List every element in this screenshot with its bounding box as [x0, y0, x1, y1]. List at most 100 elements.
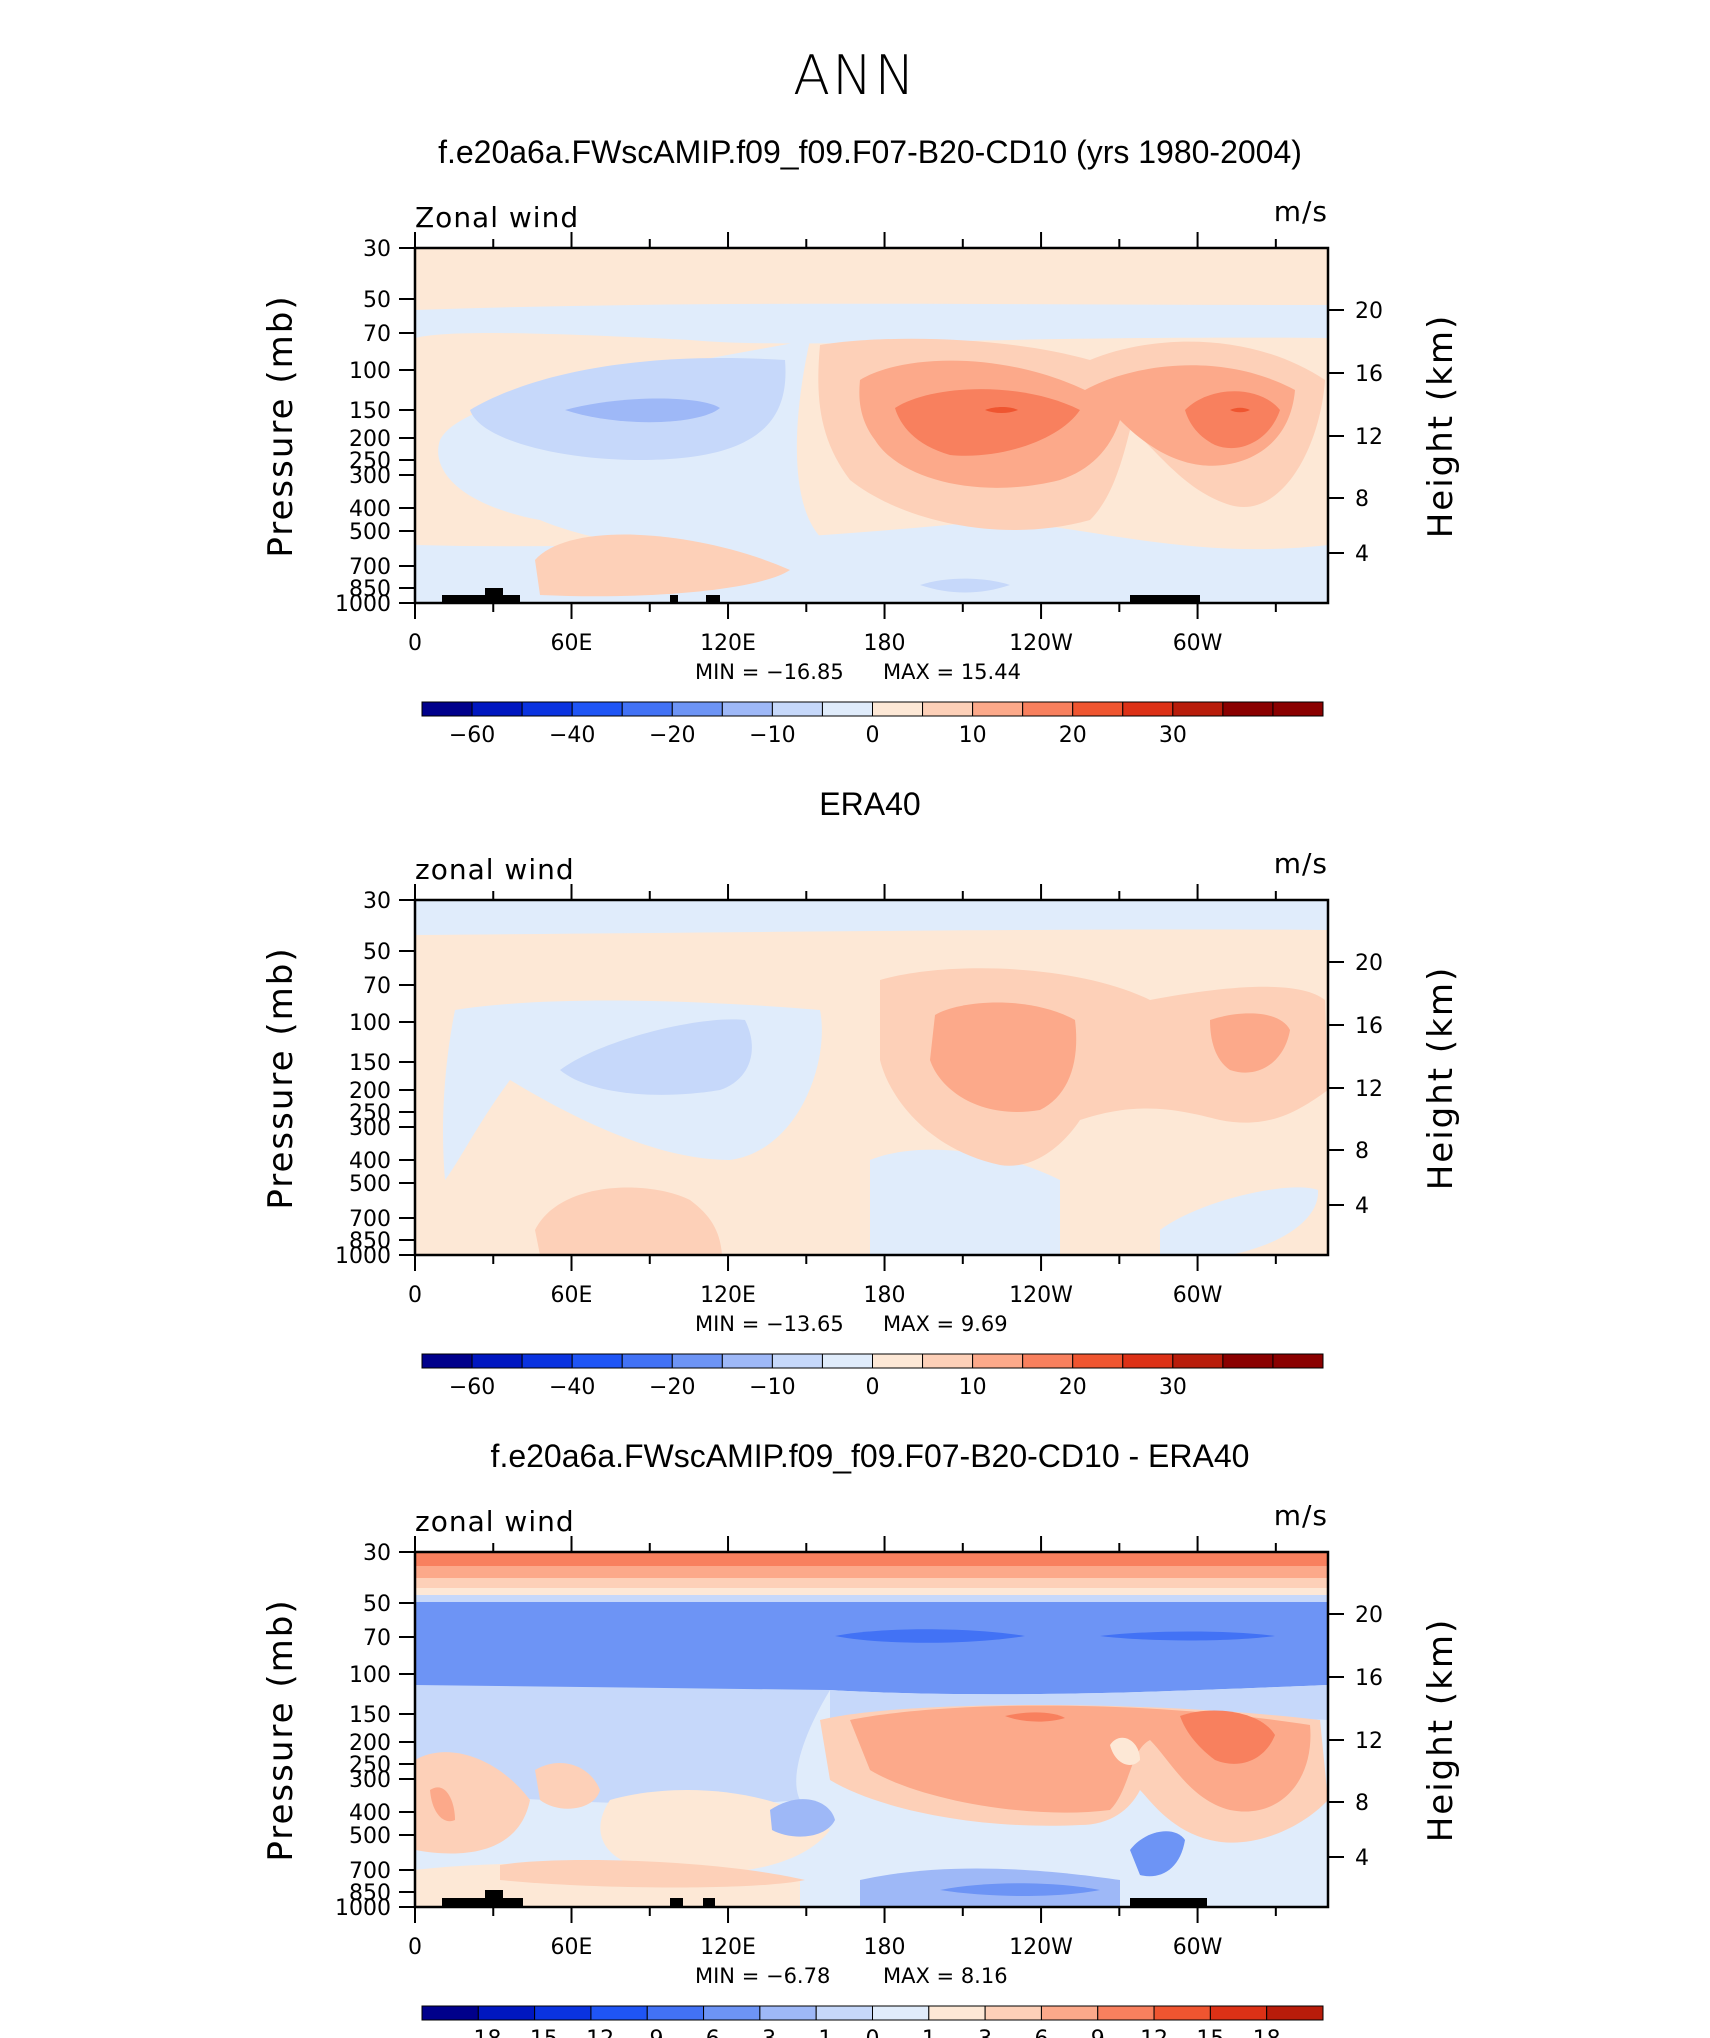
colorbar-label: 0 — [866, 1375, 880, 1400]
y-tick-label: 250 — [349, 1101, 391, 1126]
x-tick-label: 120W — [1009, 1283, 1073, 1308]
panel-1-contour-field — [415, 248, 1328, 603]
y-tick-label: 250 — [349, 1753, 391, 1778]
colorbar-label: 6 — [1034, 2027, 1048, 2038]
colorbar-label: 9 — [1091, 2027, 1105, 2038]
y-tick-label: 150 — [349, 1051, 391, 1076]
y-tick-label: 70 — [363, 974, 391, 999]
x-tick-label: 180 — [864, 1283, 906, 1308]
colorbar-label: 20 — [1059, 1375, 1087, 1400]
y-tick-label: 100 — [349, 1011, 391, 1036]
colorbar-label: −10 — [749, 1375, 795, 1400]
y-tick-label: 30 — [363, 1541, 391, 1566]
panel-3-contour-field — [415, 1552, 1328, 1907]
right-tick-label: 12 — [1355, 425, 1383, 450]
x-tick-label: 180 — [864, 631, 906, 656]
colorbar-swatch — [421, 2005, 479, 2021]
colorbar-swatch — [1097, 2005, 1155, 2021]
y-tick-label: 1000 — [335, 592, 391, 617]
colorbar-label: 12 — [1140, 2027, 1168, 2038]
y-tick-label: 70 — [363, 1626, 391, 1651]
colorbar-swatch — [1266, 2005, 1324, 2021]
colorbar-label: 10 — [959, 723, 987, 748]
y-tick-label: 200 — [349, 1731, 391, 1756]
y-tick-label: 150 — [349, 399, 391, 424]
y-tick-label: 1000 — [335, 1244, 391, 1269]
right-tick-label: 8 — [1355, 1791, 1369, 1816]
x-tick-label: 0 — [408, 1283, 422, 1308]
x-tick-label: 60E — [551, 631, 593, 656]
colorbar-label: −60 — [449, 1375, 495, 1400]
colorbar-swatch — [1209, 2005, 1268, 2021]
x-tick-label: 120W — [1009, 1935, 1073, 1960]
units-label: m/s — [1274, 847, 1328, 880]
colorbar-label: 15 — [1196, 2027, 1224, 2038]
variable-label: Zonal wind — [415, 201, 579, 234]
right-tick-label: 20 — [1355, 951, 1383, 976]
y-tick-label: 300 — [349, 1116, 391, 1141]
colorbar-label: 20 — [1059, 723, 1087, 748]
y-tick-label: 400 — [349, 1149, 391, 1174]
colorbar-label: 10 — [959, 1375, 987, 1400]
colorbar-label: 0 — [866, 723, 880, 748]
right-tick-label: 16 — [1355, 1014, 1383, 1039]
x-tick-label: 60W — [1173, 631, 1223, 656]
colorbar-label: 18 — [1253, 2027, 1281, 2038]
colorbar-label: 0 — [866, 2027, 880, 2038]
colorbar-label: −40 — [549, 723, 595, 748]
y-tick-label: 100 — [349, 359, 391, 384]
y-tick-label: 50 — [363, 940, 391, 965]
right-axis-title: Height (km) — [1421, 966, 1461, 1191]
y-tick-label: 70 — [363, 322, 391, 347]
x-tick-label: 0 — [408, 631, 422, 656]
variable-label: zonal wind — [415, 1505, 575, 1538]
right-tick-label: 12 — [1355, 1077, 1383, 1102]
x-tick-label: 60W — [1173, 1935, 1223, 1960]
min-label: MIN = −13.65 — [695, 1312, 844, 1336]
colorbar-swatch — [815, 2005, 873, 2021]
right-axis-title: Height (km) — [1421, 314, 1461, 539]
y-tick-label: 200 — [349, 427, 391, 452]
colorbar-label: 1 — [922, 2027, 936, 2038]
x-tick-label: 60E — [551, 1283, 593, 1308]
panel-2-title: ERA40 — [819, 786, 921, 822]
y-tick-label: 500 — [349, 1172, 391, 1197]
y-tick-label: 700 — [349, 1859, 391, 1884]
max-label: MAX = 8.16 — [883, 1964, 1008, 1988]
y-tick-label: 850 — [349, 1881, 391, 1906]
units-label: m/s — [1274, 195, 1328, 228]
y-tick-label: 850 — [349, 1229, 391, 1254]
y-axis-title: Pressure (mb) — [261, 1598, 301, 1861]
y-tick-label: 500 — [349, 1824, 391, 1849]
panel-3-title: f.e20a6a.FWscAMIP.f09_f09.F07-B20-CD10 -… — [490, 1438, 1250, 1474]
y-tick-label: 850 — [349, 577, 391, 602]
x-tick-label: 60W — [1173, 1283, 1223, 1308]
panel-1-title: f.e20a6a.FWscAMIP.f09_f09.F07-B20-CD10 (… — [438, 134, 1302, 170]
y-tick-label: 700 — [349, 555, 391, 580]
panel-2-contour-field — [415, 900, 1328, 1255]
colorbar-label: −40 — [549, 1375, 595, 1400]
colorbar-label: −18 — [455, 2027, 501, 2038]
x-tick-label: 120W — [1009, 631, 1073, 656]
colorbar-swatch — [872, 2005, 930, 2021]
colorbar-label: −1 — [800, 2027, 832, 2038]
colorbar-label: 30 — [1159, 723, 1187, 748]
y-tick-label: 30 — [363, 889, 391, 914]
colorbar-label: −20 — [649, 723, 695, 748]
colorbar-label: 3 — [978, 2027, 992, 2038]
y-tick-label: 1000 — [335, 1896, 391, 1921]
colorbar-label: −20 — [649, 1375, 695, 1400]
y-tick-label: 400 — [349, 1801, 391, 1826]
colorbar-swatch — [1272, 701, 1324, 717]
right-tick-label: 20 — [1355, 1603, 1383, 1628]
y-axis-title: Pressure (mb) — [261, 946, 301, 1209]
y-tick-label: 200 — [349, 1079, 391, 1104]
variable-label: zonal wind — [415, 853, 575, 886]
x-tick-label: 60E — [551, 1935, 593, 1960]
figure-title: ANN — [793, 44, 917, 107]
colorbar-label: −9 — [631, 2027, 663, 2038]
colorbar-swatch — [703, 2005, 761, 2021]
